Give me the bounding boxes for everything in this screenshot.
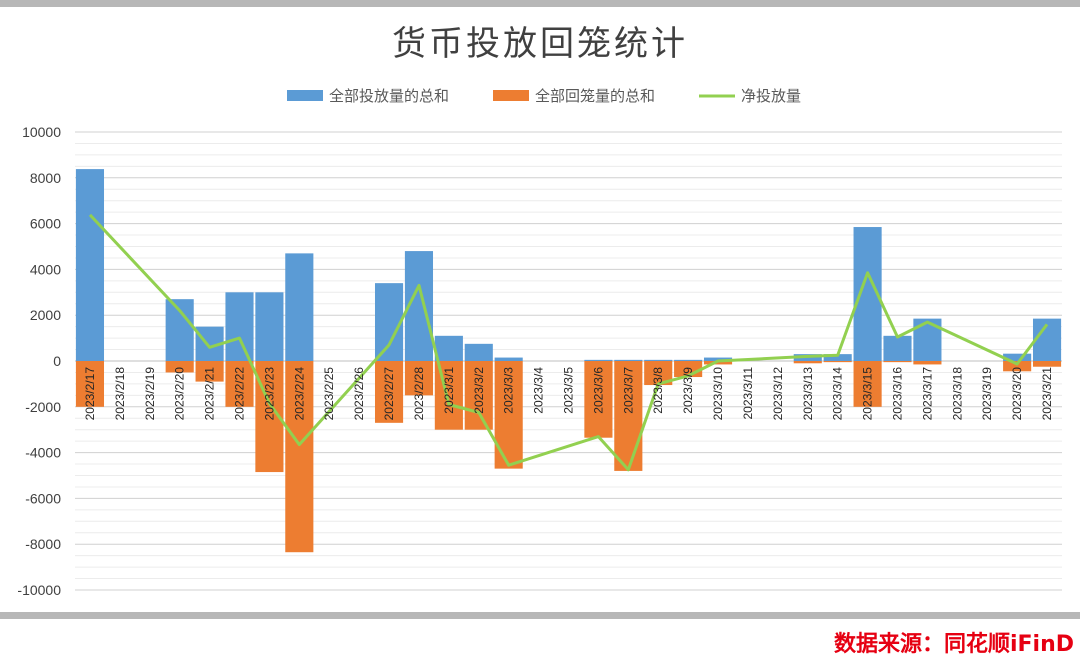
withdrawal-bar [75, 361, 105, 407]
x-tick-label: 2023/3/17 [920, 367, 934, 421]
chart-canvas: 货币投放回笼统计 10000 8000 6000 4000 2000 0 -2000 -400… [17, 24, 1062, 598]
x-tick-label: 2023/3/1 [442, 367, 456, 414]
legend-label: 净投放量 [741, 87, 801, 105]
legend-swatch [493, 90, 529, 101]
injection-bar [883, 335, 912, 361]
x-tick-label: 2023/3/4 [532, 367, 546, 414]
legend-label: 全部投放量的总和 [329, 87, 449, 105]
withdrawal-bar [823, 361, 852, 363]
injection-bar [374, 283, 404, 361]
bar-layer [75, 169, 1062, 553]
x-tick-label: 2023/2/21 [203, 367, 217, 421]
x-tick-label: 2023/2/22 [233, 367, 247, 421]
x-tick-label: 2023/3/14 [831, 367, 845, 421]
x-tick-label: 2023/3/3 [502, 367, 516, 414]
injection-bar [584, 359, 613, 361]
x-tick-label: 2023/3/16 [891, 367, 905, 421]
injection-bar [674, 359, 703, 361]
x-tick-label: 2023/2/27 [382, 367, 396, 421]
x-tick-label: 2023/3/2 [472, 367, 486, 414]
withdrawal-bar [584, 361, 613, 438]
y-tick-label: 2000 [30, 307, 61, 323]
y-tick-label: 0 [53, 353, 61, 369]
x-tick-label: 2023/3/13 [801, 367, 815, 421]
injection-bar [225, 292, 254, 361]
injection-bar [614, 359, 643, 361]
withdrawal-bar [883, 361, 912, 363]
withdrawal-bar [195, 361, 224, 382]
x-tick-label: 2023/2/19 [143, 367, 157, 421]
x-axis-ticks: 2023/2/17 2023/2/18 2023/2/19 2023/2/20 2023… [83, 367, 1054, 421]
x-tick-label: 2023/3/21 [1040, 367, 1054, 421]
injection-bar [913, 318, 942, 361]
line-layer [88, 213, 1049, 472]
injection-bar [255, 292, 284, 361]
withdrawal-bar [913, 361, 942, 365]
withdrawal-bar [853, 361, 882, 407]
y-tick-label: -4000 [25, 445, 61, 461]
x-tick-label: 2023/2/24 [292, 367, 306, 421]
withdrawal-bar [1032, 361, 1062, 367]
x-tick-label: 2023/3/9 [681, 367, 695, 414]
x-tick-label: 2023/3/18 [950, 367, 964, 421]
injection-bar [644, 359, 673, 361]
y-tick-label: -8000 [25, 536, 61, 552]
withdrawal-bar [703, 361, 733, 365]
withdrawal-bar [1003, 361, 1032, 372]
bottom-frame-bar [0, 612, 1080, 619]
withdrawal-bar [165, 361, 194, 373]
x-tick-label: 2023/3/12 [771, 367, 785, 421]
x-tick-label: 2023/3/7 [621, 367, 635, 414]
net-injection-line [88, 213, 1049, 472]
injection-bar [1003, 353, 1032, 361]
data-source-label: 数据来源：同花顺iFinD [833, 632, 1074, 657]
withdrawal-bar [404, 361, 434, 396]
x-tick-label: 2023/2/25 [322, 367, 336, 421]
x-tick-label: 2023/3/5 [562, 367, 576, 414]
legend-swatch [287, 90, 323, 101]
y-tick-label: 4000 [30, 261, 61, 277]
y-tick-label: -6000 [25, 490, 61, 506]
withdrawal-bar [614, 361, 643, 471]
x-tick-label: 2023/3/11 [741, 367, 755, 420]
withdrawal-bar [225, 361, 254, 407]
injection-bar [464, 343, 493, 361]
x-tick-label: 2023/3/19 [980, 367, 994, 421]
y-tick-label: -2000 [25, 399, 61, 415]
x-tick-label: 2023/2/17 [83, 367, 97, 421]
x-tick-label: 2023/3/15 [861, 367, 875, 421]
y-tick-label: -10000 [17, 582, 61, 598]
withdrawal-bar [464, 361, 493, 430]
withdrawal-bar [285, 361, 314, 553]
injection-bar [823, 354, 852, 361]
x-tick-label: 2023/3/8 [651, 367, 665, 414]
x-tick-label: 2023/3/6 [591, 367, 605, 414]
injection-bar [75, 169, 105, 361]
x-tick-label: 2023/2/28 [412, 367, 426, 421]
injection-bar [434, 335, 463, 361]
chart-title: 货币投放回笼统计 [392, 24, 688, 64]
y-axis-ticks: 10000 8000 6000 4000 2000 0 -2000 -4000 -6000 -80… [17, 124, 61, 598]
withdrawal-bar [793, 361, 822, 364]
y-tick-label: 10000 [22, 124, 61, 140]
legend-label: 全部回笼量的总和 [535, 87, 655, 105]
x-tick-label: 2023/3/10 [711, 367, 725, 421]
withdrawal-bar [374, 361, 404, 423]
x-tick-label: 2023/2/20 [173, 367, 187, 421]
x-tick-label: 2023/2/18 [113, 367, 127, 421]
injection-bar [285, 253, 314, 361]
x-tick-label: 2023/2/23 [262, 367, 276, 421]
y-tick-label: 8000 [30, 170, 61, 186]
x-tick-label: 2023/2/26 [352, 367, 366, 421]
injection-bar [703, 357, 733, 361]
y-tick-label: 6000 [30, 216, 61, 232]
x-tick-label: 2023/3/20 [1010, 367, 1024, 421]
injection-bar [494, 357, 523, 361]
top-frame-bar [0, 0, 1080, 7]
legend: 全部投放量的总和 全部回笼量的总和 净投放量 [287, 87, 801, 105]
